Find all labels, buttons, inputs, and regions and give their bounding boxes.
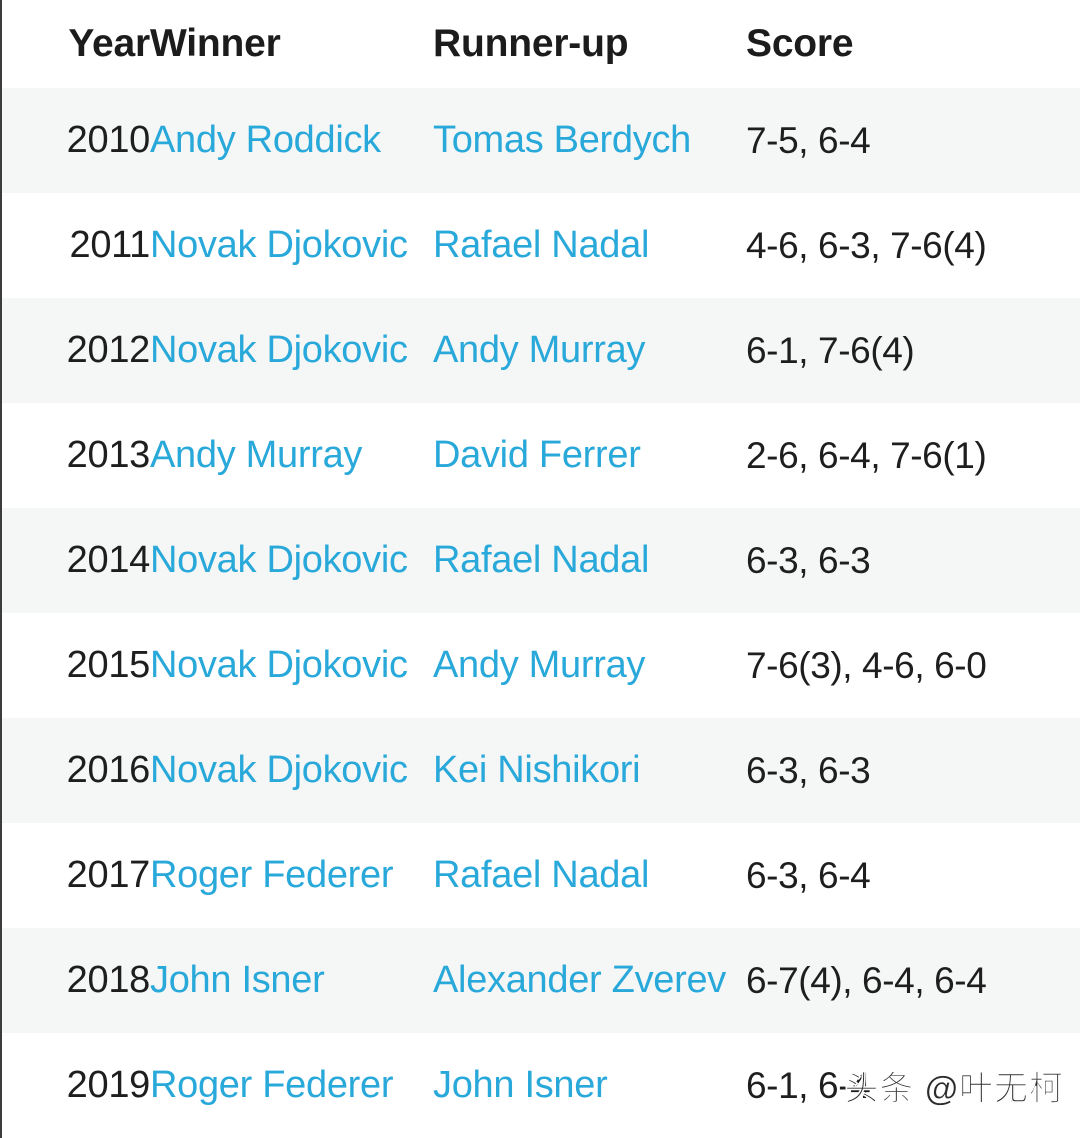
cell-score: 6-1, 6-4	[746, 1064, 871, 1106]
cell-score: 7-5, 6-4	[746, 88, 1080, 193]
cell-score: 7-6(3), 4-6, 6-0	[746, 644, 987, 686]
cell-winner[interactable]: John Isner	[150, 959, 325, 1001]
table-header-row: Year Winner Runner-up Score	[0, 0, 1080, 88]
table-header: Year Winner Runner-up Score	[0, 0, 1080, 88]
cell-runner-up[interactable]: Rafael Nadal	[433, 224, 650, 266]
cell-score: 6-3, 6-4	[746, 854, 871, 896]
cell-year: 2010	[0, 88, 151, 193]
cell-runner-up[interactable]: Kei Nishikori	[433, 749, 641, 791]
cell-winner[interactable]: Roger Federer	[150, 854, 394, 896]
cell-year: 2016	[0, 718, 151, 823]
cell-winner[interactable]: Andy Roddick	[150, 119, 381, 161]
column-header-runner-up: Runner-up	[433, 22, 629, 65]
column-header-winner: Winner	[150, 22, 281, 65]
table-row: 2014 Novak Djokovic Rafael Nadal 6-3, 6-…	[0, 508, 1080, 613]
table-body: 2010 Andy Roddick Tomas Berdych 7-5, 6-4…	[0, 88, 1080, 1138]
column-header-year: Year	[68, 22, 150, 65]
cell-score: 6-1, 7-6(4)	[746, 298, 1080, 403]
table-row: 2012 Novak Djokovic Andy Murray 6-1, 7-6…	[0, 298, 1080, 403]
table-row: 2010 Andy Roddick Tomas Berdych 7-5, 6-4	[0, 88, 1080, 193]
cell-score: 4-6, 6-3, 7-6(4)	[746, 224, 987, 266]
table-row: 2019 Roger Federer John Isner 6-1, 6-4	[0, 1033, 1080, 1138]
cell-winner[interactable]: Novak Djokovic	[150, 749, 408, 791]
table-row: 2015 Novak Djokovic Andy Murray 7-6(3), …	[0, 613, 1080, 718]
table-row: 2013 Andy Murray David Ferrer 2-6, 6-4, …	[0, 403, 1080, 508]
table-row: 2018 John Isner Alexander Zverev 6-7(4),…	[0, 928, 1080, 1033]
cell-winner[interactable]: Novak Djokovic	[150, 329, 408, 371]
cell-winner[interactable]: Andy Murray	[150, 434, 363, 476]
cell-year: 2018	[0, 928, 151, 1033]
cell-score: 6-3, 6-3	[746, 508, 1080, 613]
cell-year: 2013	[66, 434, 151, 476]
cell-score: 2-6, 6-4, 7-6(1)	[746, 434, 987, 476]
cell-runner-up[interactable]: Andy Murray	[433, 644, 646, 686]
table-row: 2017 Roger Federer Rafael Nadal 6-3, 6-4	[0, 823, 1080, 928]
cell-year: 2017	[66, 854, 151, 896]
cell-runner-up[interactable]: Rafael Nadal	[433, 854, 650, 896]
table-row: 2016 Novak Djokovic Kei Nishikori 6-3, 6…	[0, 718, 1080, 823]
table-row: 2011 Novak Djokovic Rafael Nadal 4-6, 6-…	[0, 193, 1080, 298]
cell-runner-up[interactable]: Andy Murray	[433, 329, 646, 371]
cell-year: 2014	[0, 508, 151, 613]
watermark: 头条 @叶无柯	[844, 1070, 1064, 1109]
cell-winner[interactable]: Novak Djokovic	[150, 644, 408, 686]
left-edge-rule	[0, 0, 2, 1138]
cell-runner-up[interactable]: John Isner	[433, 1064, 608, 1106]
cell-year: 2015	[66, 644, 151, 686]
column-header-score: Score	[746, 22, 854, 65]
cell-runner-up[interactable]: Rafael Nadal	[433, 539, 650, 581]
cell-year: 2011	[69, 224, 150, 266]
cell-winner[interactable]: Novak Djokovic	[150, 539, 408, 581]
cell-runner-up[interactable]: David Ferrer	[433, 434, 641, 476]
cell-runner-up[interactable]: Tomas Berdych	[433, 119, 691, 161]
cell-year: 2019	[66, 1064, 151, 1106]
cell-score: 6-7(4), 6-4, 6-4	[746, 928, 1080, 1033]
cell-runner-up[interactable]: Alexander Zverev	[433, 959, 727, 1001]
cell-year: 2012	[0, 298, 151, 403]
cell-winner[interactable]: Novak Djokovic	[150, 224, 408, 266]
cell-score: 6-3, 6-3	[746, 718, 1080, 823]
cell-winner[interactable]: Roger Federer	[150, 1064, 394, 1106]
